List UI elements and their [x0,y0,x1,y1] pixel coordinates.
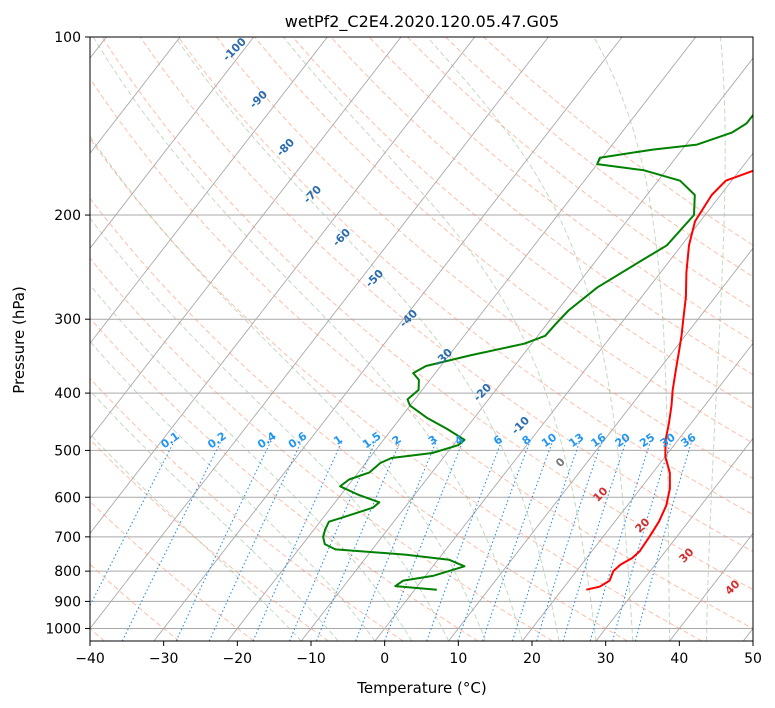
y-tick-label: 400 [54,386,81,402]
y-tick-label: 100 [54,30,81,46]
moist-adiabat-line [90,433,302,641]
dewpoint-profile-line [322,113,753,591]
dry-adiabat-line [90,137,703,641]
reference-lines [90,37,753,641]
x-tick-label: 10 [449,651,467,667]
isotherm-line [90,37,402,440]
isotherm-line [669,532,753,641]
mixing-ratio-line [457,439,531,641]
y-tick-label: 1000 [45,621,81,637]
isotherm-line [521,342,753,641]
dry-adiabat-line [90,317,479,641]
x-axis: −40 −30 −20 −10 0 10 20 30 40 50 [75,641,762,667]
moist-adiabat-line [90,340,376,641]
x-tick-label: −20 [223,651,253,667]
moist-adiabat-line [593,37,671,641]
mixing-ratio-line [634,439,693,641]
dry-adiabat-line [90,377,404,641]
dry-adiabat-line [90,563,180,641]
x-tick-label: 0 [380,651,389,667]
isotherm-line [90,37,549,630]
y-tick-label: 900 [54,594,81,610]
mixing-ratio-line [612,439,672,641]
moist-adiabat-line [283,37,597,641]
y-tick-label: 200 [54,208,81,224]
isotherm-line [90,37,181,154]
dry-adiabat-line [90,257,553,641]
temperature-profile-line [586,169,753,591]
mixing-ratio-line [121,439,223,641]
x-tick-label: −30 [149,651,179,667]
x-tick-label: 30 [597,651,615,667]
dry-adiabat-line [90,77,753,630]
x-tick-label: 50 [744,651,762,667]
mixing-ratio-line [208,439,303,641]
x-tick-label: 20 [523,651,541,667]
isotherm-line [153,37,623,641]
mixing-ratio-line [536,439,603,641]
moist-adiabat-line [426,37,634,641]
chart-title: wetPf2_C2E4.2020.120.05.47.G05 [285,12,559,32]
x-tick-label: −40 [75,651,105,667]
y-tick-label: 800 [54,564,81,580]
moist-adiabat-line [90,389,339,641]
dry-adiabat-line [90,197,628,641]
mixing-ratio-line [289,439,377,641]
y-axis: 100 200 300 400 500 600 700 800 900 1000 [45,30,90,637]
isotherm-line [448,247,753,641]
moist-adiabat-line [90,284,413,641]
isotherm-line [90,37,255,249]
x-axis-title: Temperature (°C) [356,679,486,697]
y-tick-label: 300 [54,312,81,328]
dry-adiabat-line [216,37,753,480]
dry-adiabat-line [368,37,753,342]
y-tick-label: 600 [54,490,81,506]
dry-adiabat-line [139,37,753,553]
x-tick-label: −10 [296,651,326,667]
moist-adiabat-line [92,37,523,641]
y-tick-label: 500 [54,443,81,459]
isotherm-line [90,37,476,535]
isotherm-line [227,37,697,641]
dry-adiabat-line [406,37,753,310]
isotherm-line [90,37,328,345]
isotherm-line [595,437,753,641]
dry-adiabat-line [254,37,753,444]
profiles [322,113,753,591]
mixing-ratio-line [589,439,652,641]
x-tick-label: 40 [670,651,688,667]
moist-adiabat-line [706,37,726,641]
mixing-ratio-line [426,439,503,641]
isotherm-line [374,152,753,641]
y-axis-title: Pressure (hPa) [10,286,28,394]
plot-frame [89,36,754,642]
dry-adiabat-line [90,500,255,641]
moist-adiabat-line [174,37,560,641]
y-tick-label: 700 [54,530,81,546]
dry-adiabat-line [101,37,753,591]
mixing-ratio-line [562,439,627,641]
mixing-ratio-line [252,439,344,641]
